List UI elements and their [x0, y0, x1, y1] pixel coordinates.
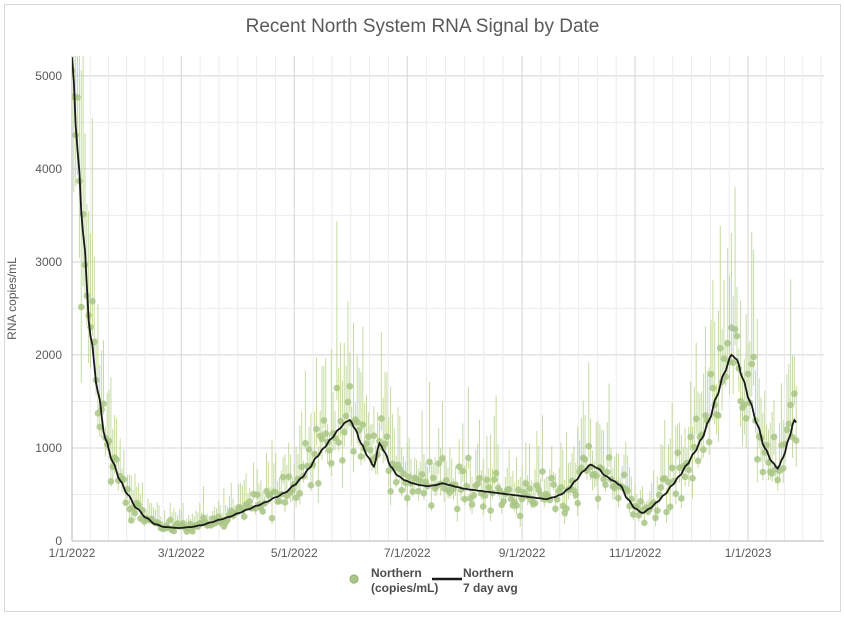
- svg-text:1000: 1000: [35, 441, 62, 455]
- svg-text:3/1/2022: 3/1/2022: [158, 546, 205, 560]
- svg-text:1/1/2023: 1/1/2023: [725, 546, 772, 560]
- svg-text:RNA copies/mL: RNA copies/mL: [5, 257, 19, 340]
- svg-text:7/1/2022: 7/1/2022: [384, 546, 431, 560]
- svg-text:7 day avg: 7 day avg: [463, 581, 518, 595]
- svg-text:(copies/mL): (copies/mL): [371, 581, 438, 595]
- svg-text:1/1/2022: 1/1/2022: [49, 546, 96, 560]
- svg-text:2000: 2000: [35, 348, 62, 362]
- svg-text:Northern: Northern: [371, 566, 422, 580]
- svg-text:Northern: Northern: [463, 566, 514, 580]
- svg-text:5/1/2022: 5/1/2022: [271, 546, 318, 560]
- svg-text:3000: 3000: [35, 255, 62, 269]
- svg-text:4000: 4000: [35, 162, 62, 176]
- svg-text:5000: 5000: [35, 69, 62, 83]
- svg-text:9/1/2022: 9/1/2022: [499, 546, 546, 560]
- svg-text:11/1/2022: 11/1/2022: [609, 546, 662, 560]
